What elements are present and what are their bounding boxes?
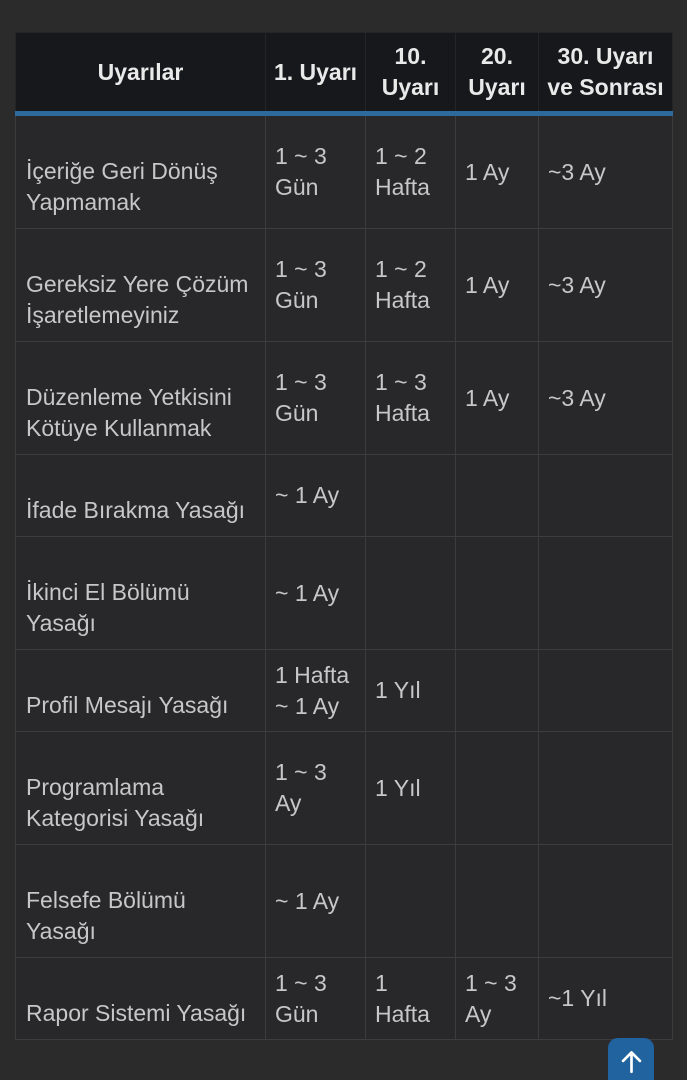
penalty-cell [538,649,673,732]
penalty-cell: 1 ~ 2 Hafta [365,113,456,229]
penalty-cell [365,536,456,650]
table-row: Gereksiz Yere Çözüm İşaretlemeyiniz 1 ~ 3… [15,228,673,342]
column-header-20-uyari: 20. Uyarı [455,32,539,116]
column-header-30-uyari-ve-sonrasi: 30. Uyarı ve Sonrası [538,32,673,116]
penalty-cell: 1 ~ 3 Gün [265,113,366,229]
penalty-cell: 1 ~ 3 Ay [455,957,539,1040]
column-header-uyarilar: Uyarılar [15,32,266,116]
penalty-cell: 1 ~ 2 Hafta [365,228,456,342]
penalty-cell: ~3 Ay [538,341,673,455]
penalty-cell [365,454,456,537]
table-row: İfade Bırakma Yasağı ~ 1 Ay [15,454,673,537]
penalty-cell [455,649,539,732]
penalty-cell: 1 ~ 3 Gün [265,341,366,455]
row-label-cell: Felsefe Bölümü Yasağı [15,844,266,958]
penalty-cell: ~1 Yıl [538,957,673,1040]
row-label-cell: İçeriğe Geri Dönüş Yapmamak [15,113,266,229]
penalty-cell: 1 Hafta [365,957,456,1040]
penalty-cell: ~ 1 Ay [265,844,366,958]
penalty-cell: 1 ~ 3 Ay [265,731,366,845]
arrow-up-icon [617,1047,646,1076]
penalty-cell: 1 Yıl [365,649,456,732]
penalty-cell: ~ 1 Ay [265,536,366,650]
row-label-cell: Düzenleme Yetkisini Kötüye Kullanmak [15,341,266,455]
penalty-cell: ~3 Ay [538,228,673,342]
table-row: Düzenleme Yetkisini Kötüye Kullanmak 1 ~ … [15,341,673,455]
row-label-cell: Rapor Sistemi Yasağı [15,957,266,1040]
penalty-cell [455,731,539,845]
penalty-cell: 1 Hafta ~ 1 Ay [265,649,366,732]
column-header-10-uyari: 10. Uyarı [365,32,456,116]
content-area: Uyarılar 1. Uyarı 10. Uyarı 20. Uyarı 30… [15,32,673,1040]
row-label-cell: İfade Bırakma Yasağı [15,454,266,537]
penalty-cell: 1 Ay [455,341,539,455]
table-header: Uyarılar 1. Uyarı 10. Uyarı 20. Uyarı 30… [15,32,673,116]
penalty-cell [455,844,539,958]
column-header-1-uyari: 1. Uyarı [265,32,366,116]
penalty-cell [455,536,539,650]
penalty-cell [538,454,673,537]
penalty-cell [365,844,456,958]
table-row: Programlama Kategorisi Yasağı 1 ~ 3 Ay 1 Y… [15,731,673,845]
row-label-cell: İkinci El Bölümü Yasağı [15,536,266,650]
table-row: İkinci El Bölümü Yasağı ~ 1 Ay [15,536,673,650]
penalty-cell: 1 ~ 3 Hafta [365,341,456,455]
penalty-cell: 1 Ay [455,228,539,342]
penalty-cell: ~ 1 Ay [265,454,366,537]
table-row: Rapor Sistemi Yasağı 1 ~ 3 Gün 1 Hafta 1 ~ … [15,957,673,1040]
scroll-to-top-button[interactable] [608,1038,654,1080]
penalty-cell: 1 ~ 3 Gün [265,957,366,1040]
penalty-cell [455,454,539,537]
penalty-cell [538,731,673,845]
penalty-cell: ~3 Ay [538,113,673,229]
penalty-cell: 1 ~ 3 Gün [265,228,366,342]
penalty-cell [538,844,673,958]
header-row: Uyarılar 1. Uyarı 10. Uyarı 20. Uyarı 30… [15,32,673,116]
row-label-cell: Profil Mesajı Yasağı [15,649,266,732]
penalties-table: Uyarılar 1. Uyarı 10. Uyarı 20. Uyarı 30… [15,32,673,1040]
table-body: İçeriğe Geri Dönüş Yapmamak 1 ~ 3 Gün 1 ~ … [15,113,673,1040]
penalty-cell [538,536,673,650]
table-row: Profil Mesajı Yasağı 1 Hafta ~ 1 Ay 1 Yıl [15,649,673,732]
row-label-cell: Programlama Kategorisi Yasağı [15,731,266,845]
penalty-cell: 1 Yıl [365,731,456,845]
row-label-cell: Gereksiz Yere Çözüm İşaretlemeyiniz [15,228,266,342]
table-row: İçeriğe Geri Dönüş Yapmamak 1 ~ 3 Gün 1 ~ … [15,113,673,229]
penalty-cell: 1 Ay [455,113,539,229]
table-row: Felsefe Bölümü Yasağı ~ 1 Ay [15,844,673,958]
